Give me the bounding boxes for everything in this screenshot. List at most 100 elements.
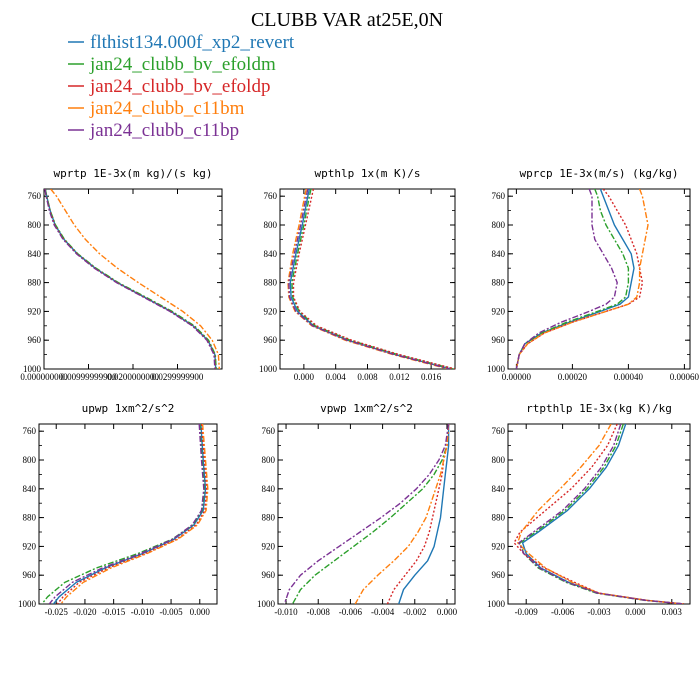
legend-entry: jan24_clubb_bv_efoldm (68, 54, 276, 75)
series-line (44, 189, 216, 369)
series-line (291, 424, 450, 604)
x-tick-label: 0.016 (421, 372, 442, 382)
panel-title: upwp 1xm^2/s^2 (82, 402, 175, 415)
y-tick-label: 920 (492, 306, 506, 316)
legend-entry: jan24_clubb_c11bp (68, 120, 239, 141)
series-line (515, 189, 649, 369)
y-tick-label: 760 (23, 426, 37, 436)
series-line (291, 189, 454, 369)
x-tick-label: 0.008 (357, 372, 378, 382)
chart-panel: rtpthlp 1E-3x(kg K)/kg 760 800 840 880 920 960… (487, 402, 691, 617)
y-tick-label: 880 (262, 513, 276, 523)
x-tick-label: 0.000 (294, 372, 315, 382)
y-tick-label: 960 (28, 335, 42, 345)
x-tick-label: -0.009 (515, 607, 539, 617)
y-tick-label: 760 (264, 191, 278, 201)
y-tick-label: 960 (492, 335, 506, 345)
x-tick-label: 0.000 (190, 607, 211, 617)
series-group (513, 424, 684, 604)
x-tick-label: -0.005 (159, 607, 183, 617)
y-tick-label: 920 (492, 541, 506, 551)
panel-title: vpwp 1xm^2/s^2 (320, 402, 413, 415)
series-line (518, 424, 684, 604)
series-line (50, 189, 220, 369)
y-tick-label: 840 (492, 249, 506, 259)
x-tick-label: 0.0299999900 (152, 372, 204, 382)
series-line (519, 424, 684, 604)
y-tick-label: 920 (264, 306, 278, 316)
y-tick-label: 920 (23, 541, 37, 551)
x-tick-label: -0.008 (307, 607, 331, 617)
legend: flthist134.000f_xp2_revertjan24_clubb_bv… (68, 32, 295, 141)
legend-entry: jan24_clubb_bv_efoldp (68, 76, 270, 97)
series-line (41, 424, 206, 604)
series-line (52, 424, 207, 604)
series-line (515, 189, 630, 369)
legend-entry: flthist134.000f_xp2_revert (68, 32, 295, 53)
x-tick-label: -0.006 (551, 607, 575, 617)
y-tick-label: 1000 (18, 599, 37, 609)
x-tick-label: -0.010 (131, 607, 155, 617)
y-tick-label: 800 (492, 220, 506, 230)
legend-label: jan24_clubb_c11bm (89, 98, 245, 119)
y-tick-label: 960 (264, 335, 278, 345)
x-tick-label: 0.00020 (558, 372, 588, 382)
legend-entry: jan24_clubb_c11bm (68, 98, 245, 119)
x-tick-label: -0.002 (403, 607, 426, 617)
y-tick-label: 1000 (259, 364, 278, 374)
y-tick-label: 960 (262, 570, 276, 580)
y-tick-label: 920 (28, 306, 42, 316)
y-tick-label: 960 (492, 570, 506, 580)
y-tick-label: 880 (23, 513, 37, 523)
panel-title: wprtp 1E-3x(m kg)/(s kg) (54, 167, 213, 180)
y-tick-label: 760 (492, 426, 506, 436)
series-line (56, 424, 208, 604)
y-tick-label: 880 (28, 278, 42, 288)
y-tick-label: 800 (23, 455, 37, 465)
x-tick-label: 0.00060 (670, 372, 700, 382)
plot-frame (277, 423, 456, 605)
x-tick-label: 0.00040 (614, 372, 644, 382)
y-tick-label: 840 (264, 249, 278, 259)
series-line (283, 424, 450, 604)
series-group (41, 424, 209, 604)
plot-frame (507, 423, 691, 605)
x-tick-label: 0.000000000 (20, 372, 68, 382)
plot-frame (38, 423, 218, 605)
series-line (289, 189, 452, 369)
x-tick-label: -0.004 (371, 607, 395, 617)
y-tick-label: 800 (28, 220, 42, 230)
series-line (44, 189, 216, 369)
x-tick-label: 0.004 (326, 372, 347, 382)
y-tick-label: 840 (28, 249, 42, 259)
y-tick-label: 1000 (257, 599, 276, 609)
y-tick-label: 800 (264, 220, 278, 230)
series-line (521, 424, 684, 604)
legend-label: jan24_clubb_c11bp (89, 120, 239, 141)
x-tick-label: -0.003 (587, 607, 611, 617)
series-line (44, 189, 217, 369)
figure-title: CLUBB VAR at25E,0N (251, 9, 443, 31)
chart-panel: wpthlp 1x(m K)/s 760 800 840 880 920 960 1000 0.… (259, 167, 456, 382)
y-tick-label: 840 (492, 484, 506, 494)
chart-panel: wprcp 1E-3x(m/s) (kg/kg) 760 800 840 880 920 9… (487, 167, 700, 382)
y-tick-label: 760 (492, 191, 506, 201)
series-line (515, 189, 618, 369)
series-line (288, 189, 451, 369)
x-tick-label: 0.00999999900 (60, 372, 117, 382)
series-line (513, 424, 684, 604)
y-tick-label: 880 (492, 513, 506, 523)
x-tick-label: 0.000 (625, 607, 646, 617)
series-group (515, 189, 649, 369)
y-tick-label: 760 (28, 191, 42, 201)
x-tick-label: 0.0200000000 (107, 372, 159, 382)
series-line (48, 424, 205, 604)
y-tick-label: 880 (492, 278, 506, 288)
y-tick-label: 960 (23, 570, 37, 580)
y-tick-label: 760 (262, 426, 276, 436)
y-tick-label: 800 (492, 455, 506, 465)
chart-panel: wprtp 1E-3x(m kg)/(s kg) 760 800 840 880 920 9… (20, 167, 223, 382)
plot-frame (507, 188, 691, 370)
x-tick-label: 0.012 (389, 372, 409, 382)
